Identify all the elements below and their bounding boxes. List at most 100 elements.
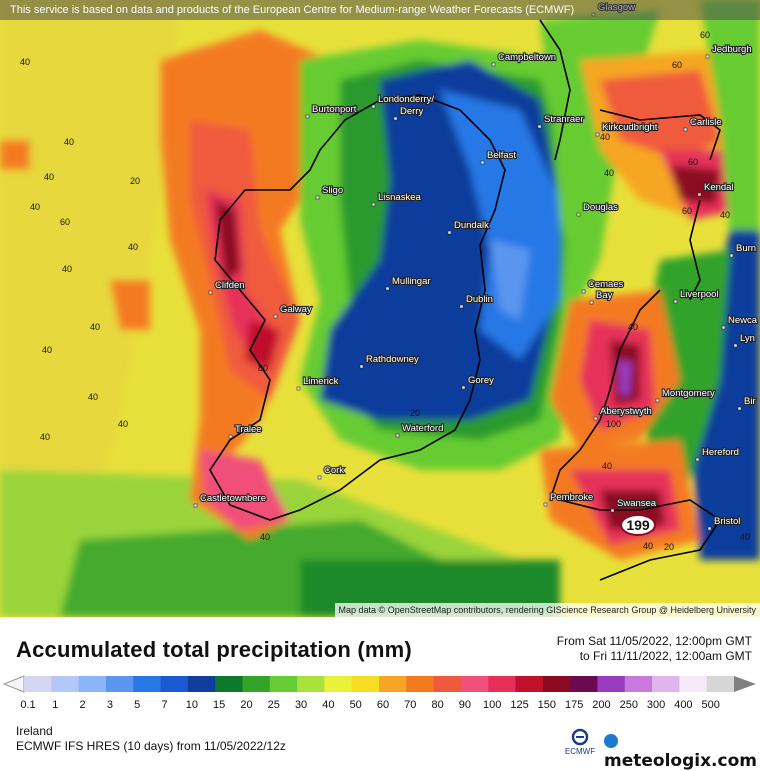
contour-label: 40: [600, 132, 610, 142]
map-canvas: GlasgowCampbeltownJedburghBurtonportLond…: [0, 0, 760, 617]
scale-tick-label: 300: [646, 699, 666, 711]
place-label: Cork: [324, 465, 344, 476]
contour-label: 60: [700, 30, 710, 40]
place-label: Dublin: [466, 294, 493, 305]
place-label: Derry: [400, 106, 423, 117]
scale-max-arrow: [734, 676, 756, 692]
color-scale-cell: [160, 676, 189, 692]
place-label: Carlisle: [690, 117, 722, 128]
ecmwf-logo: ECMWF: [565, 728, 595, 756]
scale-tick-label: 10: [185, 699, 198, 711]
contour-label: 20: [410, 408, 420, 418]
scale-tick-label: 7: [161, 699, 168, 711]
place-label: Limerick: [303, 376, 339, 387]
chart-title: Accumulated total precipitation (mm): [16, 637, 412, 662]
scale-tick-label: 400: [674, 699, 693, 711]
place-label: Pembroke: [550, 492, 593, 503]
color-scale-cell: [679, 676, 708, 692]
contour-label: 60: [682, 206, 692, 216]
scale-tick-label: 0.1: [20, 699, 36, 711]
scale-tick-label: 25: [267, 699, 280, 711]
place-label: Sligo: [322, 185, 343, 196]
precipitation-map[interactable]: GlasgowCampbeltownJedburghBurtonportLond…: [0, 0, 760, 617]
place-label: Bay: [596, 290, 613, 301]
place-label: Burtonport: [312, 104, 357, 115]
meteologix-logo[interactable]: meteologix.com: [604, 731, 760, 771]
contour-label: 20: [130, 176, 140, 186]
scale-tick-label: 70: [404, 699, 417, 711]
map-attribution: Map data © OpenStreetMap contributors, r…: [334, 603, 760, 617]
scale-tick-label: 250: [619, 699, 638, 711]
contour-label: 60: [60, 217, 70, 227]
contour-label: 40: [30, 202, 40, 212]
place-label: Bristol: [714, 516, 740, 527]
scale-tick-label: 125: [510, 699, 529, 711]
color-scale-cell: [460, 676, 489, 692]
max-value-label: 199: [626, 517, 650, 533]
ecmwf-attribution: This service is based on data and produc…: [0, 0, 760, 20]
legend-panel: Accumulated total precipitation (mm) Fro…: [0, 617, 760, 771]
contour-label: 40: [602, 461, 612, 471]
place-label: Mullingar: [392, 276, 431, 287]
color-scale-cell: [488, 676, 517, 692]
color-scale-cell: [242, 676, 271, 692]
color-scale-cell: [297, 676, 325, 692]
contour-label: 40: [740, 532, 750, 542]
color-scale-cell: [187, 676, 216, 692]
scale-tick-label: 5: [134, 699, 141, 711]
place-label: Belfast: [487, 150, 516, 161]
place-label: Kendal: [704, 182, 734, 193]
contour-label: 100: [606, 419, 621, 429]
contour-label: 40: [90, 322, 100, 332]
color-scale-cell: [78, 676, 107, 692]
contour-label: 40: [88, 392, 98, 402]
color-scale-cell: [379, 676, 407, 692]
place-label: Lyn: [740, 333, 755, 344]
place-label: Burn: [736, 243, 756, 254]
scale-tick-label: 200: [592, 699, 611, 711]
scale-tick-label: 40: [322, 699, 335, 711]
model-label: ECMWF IFS HRES (10 days) from 11/05/2022…: [16, 739, 286, 753]
contour-label: 60: [688, 157, 698, 167]
svg-text:ECMWF: ECMWF: [565, 747, 595, 756]
contour-label: 40: [720, 210, 730, 220]
meteologix-icon: [604, 734, 618, 748]
place-label: Dundalk: [454, 220, 489, 231]
scale-tick-label: 90: [458, 699, 472, 711]
contour-label: 40: [64, 137, 74, 147]
place-label: Galway: [280, 304, 312, 315]
place-label: Campbeltown: [498, 52, 556, 63]
color-scale-cell: [542, 676, 571, 692]
color-scale-cell: [105, 676, 134, 692]
contour-label: 40: [643, 541, 653, 551]
color-scale-cell: [406, 676, 435, 692]
place-label: Douglas: [583, 202, 618, 213]
region-label: Ireland: [16, 724, 53, 738]
scale-tick-label: 80: [431, 699, 444, 711]
color-scale-cell: [24, 676, 52, 692]
place-labels: GlasgowCampbeltownJedburghBurtonportLond…: [193, 1, 759, 531]
period-info: From Sat 11/05/2022, 12:00pm GMT to Fri …: [557, 634, 752, 664]
scale-tick-label: 500: [701, 699, 720, 711]
contour-label: 40: [44, 172, 54, 182]
place-label: Rathdowney: [366, 354, 419, 365]
contour-label: 40: [604, 168, 614, 178]
color-scale-cell: [269, 676, 298, 692]
place-label: Aberystwyth: [600, 406, 652, 417]
place-label: Liverpool: [680, 289, 719, 300]
scale-min-arrow: [2, 675, 25, 693]
place-label: Clifden: [215, 280, 245, 291]
color-scale-cell: [597, 676, 626, 692]
place-label: Waterford: [402, 423, 443, 434]
contour-label: 40: [42, 345, 52, 355]
place-label: Montgomery: [662, 388, 715, 399]
scale-tick-label: 3: [106, 699, 113, 711]
scale-tick-label: 100: [483, 699, 502, 711]
contour-label: 40: [62, 264, 72, 274]
contour-label: 60: [672, 60, 682, 70]
contour-label: 40: [260, 532, 270, 542]
coastline: [209, 19, 722, 581]
color-scale-cell: [51, 676, 80, 692]
place-label: Gorey: [468, 375, 494, 386]
color-scale-cell: [570, 676, 598, 692]
